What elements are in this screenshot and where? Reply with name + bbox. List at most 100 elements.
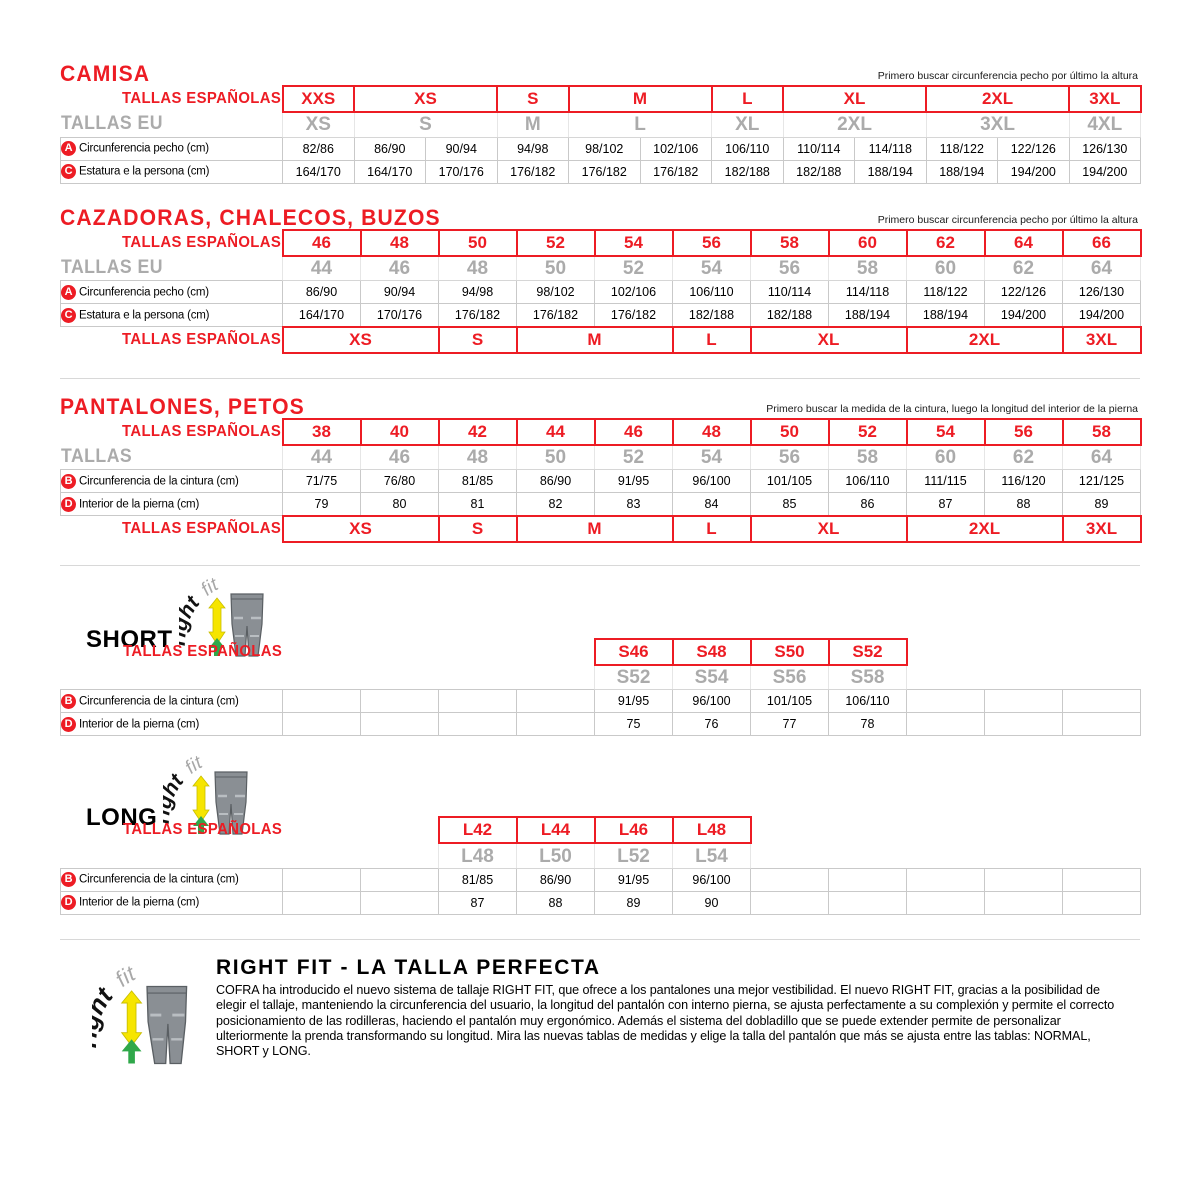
tallas-espanolas-row: TALLAS ESPAÑOLAS L42 L44 L46 L48 xyxy=(61,816,1141,845)
empty-cell xyxy=(906,890,985,915)
empty-cell xyxy=(282,867,361,892)
data-cell: 101/105 xyxy=(750,689,829,714)
empty-cell xyxy=(750,867,829,892)
data-cell: 188/194 xyxy=(925,159,999,184)
data-cell: 176/182 xyxy=(568,159,641,184)
data-cell: 114/118 xyxy=(828,280,907,305)
tallas-espanolas-cell: S48 xyxy=(671,637,752,666)
data-cell: 88 xyxy=(516,890,595,915)
tallas-espanolas-cell: 56 xyxy=(983,417,1064,446)
tallas-espanolas-cell: S50 xyxy=(749,637,830,666)
tallas-eu-cell: 2XL xyxy=(782,112,927,138)
data-cell: 164/170 xyxy=(282,303,361,328)
data-cell: 84 xyxy=(672,492,751,517)
tallas-espanolas-bottom-cell: M xyxy=(515,325,674,354)
spacer-cell xyxy=(985,843,1063,868)
data-cell: 194/200 xyxy=(984,303,1063,328)
measure-label-text: Estatura e la persona (cm) xyxy=(79,309,210,322)
measure-row-label: A Circunferencia pecho (cm) xyxy=(60,280,283,305)
section-title-camisa: CAMISA xyxy=(60,61,151,86)
data-cell: 85 xyxy=(750,492,829,517)
data-cell: 86/90 xyxy=(353,136,426,161)
tallas-eu-row: TALLAS EU 44 46 48 50 52 54 56 58 60 62 64 xyxy=(61,255,1141,282)
empty-cell xyxy=(360,689,439,714)
data-cell: 89 xyxy=(1062,492,1141,517)
tallas-eu-cell: S58 xyxy=(828,664,907,691)
data-cell: 76 xyxy=(672,712,751,737)
tallas-eu-cell: 62 xyxy=(984,255,1063,282)
tallas-espanolas-bottom-cell: XL xyxy=(749,514,908,543)
measure-row-label: A Circunferencia pecho (cm) xyxy=(60,136,283,161)
section-title-cazadoras: CAZADORAS, CHALECOS, BUZOS xyxy=(60,204,441,230)
tallas-espanolas-bottom-cell: S xyxy=(437,325,518,354)
data-cell: 81 xyxy=(438,492,517,517)
tallas-eu-cell: 54 xyxy=(672,255,751,282)
data-cell: 126/130 xyxy=(1068,136,1142,161)
measure-label-text: Circunferencia de la cintura (cm) xyxy=(79,475,239,488)
tallas-eu-cell: 56 xyxy=(750,255,829,282)
table-row: B Circunferencia de la cintura (cm) 71/75 7… xyxy=(60,469,1141,494)
data-cell: 118/122 xyxy=(906,280,985,305)
spacer-cell xyxy=(907,639,985,665)
tallas-espanolas-cell: L42 xyxy=(437,816,518,845)
empty-cell xyxy=(282,890,361,915)
tallas-espanolas-bottom-cell: 2XL xyxy=(905,514,1064,543)
tallas-espanolas-heading: TALLAS ESPAÑOLAS xyxy=(122,422,282,440)
tallas-eu-cell: L50 xyxy=(516,843,595,869)
empty-cell xyxy=(1062,890,1141,915)
data-cell: 194/200 xyxy=(1068,159,1142,184)
short-header: SHORT right fit xyxy=(60,574,1140,664)
empty-cell xyxy=(984,867,1063,892)
data-cell: 86/90 xyxy=(516,867,595,892)
tallas-espanolas-bottom-cell: M xyxy=(515,514,674,543)
measure-badge-b: B xyxy=(61,473,76,489)
data-cell: 90/94 xyxy=(425,136,498,161)
data-cell: 110/114 xyxy=(750,280,829,305)
tallas-espanolas-cell: XXS xyxy=(281,85,355,114)
tallas-espanolas-cell: 42 xyxy=(437,417,518,446)
measure-badge-b: B xyxy=(61,693,76,709)
empty-cell xyxy=(906,712,985,737)
tallas-eu-cell: 44 xyxy=(282,444,361,471)
data-cell: 83 xyxy=(594,492,673,517)
svg-text:right: right xyxy=(163,769,189,824)
data-cell: 94/98 xyxy=(438,280,517,305)
measure-badge-d: D xyxy=(61,895,76,911)
tallas-eu-cell: 64 xyxy=(1062,255,1141,282)
tallas-espanolas-bottom-heading: TALLAS ESPAÑOLAS xyxy=(122,520,282,538)
tallas-eu-cell: 64 xyxy=(1062,444,1141,471)
tallas-eu-cell: S54 xyxy=(672,664,751,691)
measure-row-label: B Circunferencia de la cintura (cm) xyxy=(60,867,283,892)
empty-cell xyxy=(516,689,595,714)
spacer-cell xyxy=(439,639,517,665)
measure-badge-d: D xyxy=(61,716,76,732)
data-cell: 98/102 xyxy=(516,280,595,305)
data-cell: 182/188 xyxy=(782,159,856,184)
data-cell: 102/106 xyxy=(594,280,673,305)
tallas-eu-cell: 46 xyxy=(360,444,439,471)
measure-badge-c: C xyxy=(61,307,76,323)
spacer-cell xyxy=(283,843,361,868)
measure-label-text: Circunferencia de la cintura (cm) xyxy=(79,873,239,886)
data-cell: 164/170 xyxy=(353,159,426,184)
spacer-cell xyxy=(751,817,829,843)
section-note-camisa: Primero buscar circunferencia pecho por … xyxy=(877,70,1138,83)
data-cell: 80 xyxy=(360,492,439,517)
data-cell: 176/182 xyxy=(594,303,673,328)
spacer-cell xyxy=(985,665,1063,690)
empty-cell xyxy=(360,867,439,892)
data-cell: 76/80 xyxy=(360,469,439,494)
measure-row-label: C Estatura e la persona (cm) xyxy=(60,159,283,184)
tallas-espanolas-cell: 52 xyxy=(515,228,596,257)
tallas-eu-row: TALLAS 44 46 48 50 52 54 56 58 60 62 64 xyxy=(61,444,1141,471)
divider-2 xyxy=(60,564,1140,566)
section-pantalones: PANTALONES, PETOS Primero buscar la medi… xyxy=(60,379,1142,543)
tallas-espanolas-cell: 46 xyxy=(593,417,674,446)
spacer-cell xyxy=(517,639,595,665)
measure-badge-a: A xyxy=(61,284,76,300)
tallas-espanolas-heading: TALLAS ESPAÑOLAS xyxy=(123,642,283,660)
tallas-espanolas-bottom-cell: XS xyxy=(281,325,440,354)
data-cell: 194/200 xyxy=(997,159,1070,184)
table-cazadoras: TALLAS ESPAÑOLAS 46 48 50 52 54 56 58 60 62 64 66 TA… xyxy=(60,228,1142,354)
